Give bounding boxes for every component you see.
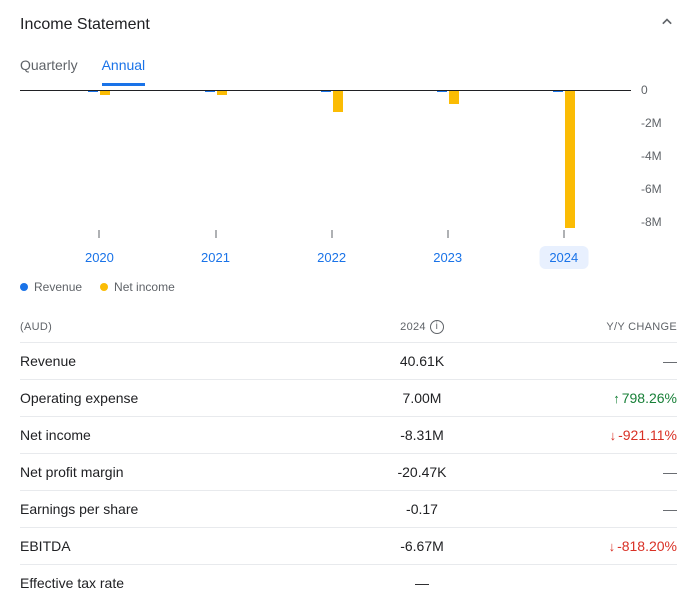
- table-row: Earnings per share-0.17 —: [20, 490, 677, 527]
- metric-value: —: [337, 575, 507, 591]
- bar: [333, 91, 343, 112]
- x-tick-mark: [447, 230, 448, 238]
- change-value: -818.20%: [617, 538, 677, 554]
- table-row: Net income-8.31M↓-921.11%: [20, 416, 677, 453]
- arrow-down-icon: ↓: [609, 539, 616, 554]
- metric-change: ↓-818.20%: [507, 538, 677, 554]
- bar: [553, 91, 563, 92]
- y-tick-label: -4M: [641, 149, 662, 163]
- y-tick-label: -6M: [641, 182, 662, 196]
- x-axis-year-label[interactable]: 2021: [191, 246, 240, 269]
- metric-value: -0.17: [337, 501, 507, 517]
- x-axis-year-label[interactable]: 2024: [539, 246, 588, 269]
- change-value: 798.26%: [622, 390, 677, 406]
- metric-label: Effective tax rate: [20, 575, 337, 591]
- metric-label: EBITDA: [20, 538, 337, 554]
- table-row: Operating expense7.00M↑798.26%: [20, 379, 677, 416]
- section-title: Income Statement: [20, 16, 150, 34]
- x-axis-year-label[interactable]: 2022: [307, 246, 356, 269]
- arrow-down-icon: ↓: [610, 428, 617, 443]
- bar-group[interactable]: [321, 91, 343, 112]
- bar: [321, 91, 331, 92]
- table-row: Net profit margin-20.47K —: [20, 453, 677, 490]
- section-header: Income Statement: [20, 8, 677, 45]
- x-tick-mark: [215, 230, 216, 238]
- metric-label: Operating expense: [20, 390, 337, 406]
- y-tick-label: 0: [641, 83, 648, 97]
- legend-label: Revenue: [34, 280, 82, 294]
- year-column-header: 2024 i: [337, 320, 507, 334]
- metric-change: —: [507, 464, 677, 480]
- legend-label: Net income: [114, 280, 175, 294]
- x-axis-year-label[interactable]: 2023: [423, 246, 472, 269]
- chart-x-axis: 2020 2021 2022 2023 2024: [20, 230, 631, 274]
- metric-value: -6.67M: [337, 538, 507, 554]
- change-column-header: Y/Y CHANGE: [507, 321, 677, 333]
- metric-label: Net profit margin: [20, 464, 337, 480]
- tab-annual[interactable]: Annual: [102, 49, 146, 86]
- change-value: —: [663, 353, 677, 369]
- bar: [100, 91, 110, 95]
- metric-change: —: [507, 353, 677, 369]
- change-value: —: [663, 501, 677, 517]
- metric-value: 40.61K: [337, 353, 507, 369]
- chart-y-axis: 0-2M-4M-6M-8M: [631, 90, 677, 230]
- metric-value: 7.00M: [337, 390, 507, 406]
- collapse-chevron-icon[interactable]: [657, 12, 677, 37]
- arrow-up-icon: ↑: [613, 391, 620, 406]
- bar: [88, 91, 98, 92]
- bar-group[interactable]: [437, 91, 459, 104]
- table-row: Revenue40.61K —: [20, 342, 677, 379]
- x-tick-mark: [563, 230, 564, 238]
- legend-dot-icon: [100, 283, 108, 291]
- bar: [437, 91, 447, 92]
- info-icon[interactable]: i: [430, 320, 444, 334]
- legend-dot-icon: [20, 283, 28, 291]
- x-tick-mark: [99, 230, 100, 238]
- chart-legend: Revenue Net income: [20, 280, 677, 294]
- legend-item: Net income: [100, 280, 175, 294]
- bar-group[interactable]: [553, 91, 575, 228]
- bar-group[interactable]: [205, 91, 227, 95]
- metric-value: -20.47K: [337, 464, 507, 480]
- income-chart: 0-2M-4M-6M-8M 20202021202220232024: [20, 90, 677, 274]
- table-row: EBITDA-6.67M↓-818.20%: [20, 527, 677, 564]
- chart-plot-area: [20, 90, 631, 230]
- bar-group[interactable]: [88, 91, 110, 95]
- period-tabs: Quarterly Annual: [20, 45, 677, 86]
- x-axis-year-label[interactable]: 2020: [75, 246, 124, 269]
- change-value: -921.11%: [618, 427, 677, 443]
- table-row: Effective tax rate—: [20, 564, 677, 601]
- metric-label: Revenue: [20, 353, 337, 369]
- x-tick-mark: [331, 230, 332, 238]
- metric-change: ↓-921.11%: [507, 427, 677, 443]
- legend-item: Revenue: [20, 280, 82, 294]
- y-tick-label: -2M: [641, 116, 662, 130]
- bar: [205, 91, 215, 92]
- table-header-row: (AUD) 2024 i Y/Y CHANGE: [20, 312, 677, 342]
- metric-label: Earnings per share: [20, 501, 337, 517]
- year-header-label: 2024: [400, 321, 426, 333]
- bar: [449, 91, 459, 104]
- financials-table: (AUD) 2024 i Y/Y CHANGE Revenue40.61K — Op…: [20, 312, 677, 601]
- currency-header: (AUD): [20, 321, 337, 333]
- change-value: —: [663, 464, 677, 480]
- bar: [565, 91, 575, 228]
- y-tick-label: -8M: [641, 215, 662, 229]
- tab-quarterly[interactable]: Quarterly: [20, 49, 78, 86]
- metric-value: -8.31M: [337, 427, 507, 443]
- bar: [217, 91, 227, 95]
- metric-label: Net income: [20, 427, 337, 443]
- metric-change: ↑798.26%: [507, 390, 677, 406]
- metric-change: —: [507, 501, 677, 517]
